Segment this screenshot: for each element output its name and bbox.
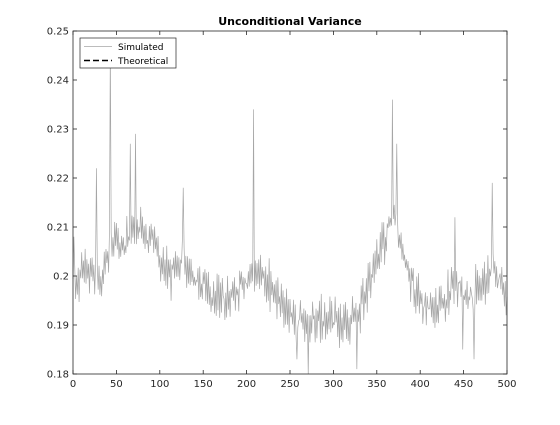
y-tick-label: 0.24 (47, 76, 69, 87)
legend-label-simulated: Simulated (118, 43, 163, 53)
series-layer (72, 45, 508, 375)
x-tick-label: 0 (70, 379, 76, 390)
y-tick-label: 0.2 (53, 272, 69, 283)
x-tick-label: 350 (367, 379, 386, 390)
y-tick-label: 0.23 (47, 125, 69, 136)
x-tick-label: 300 (324, 379, 343, 390)
legend: Simulated Theoretical (79, 37, 177, 69)
x-tick-label: 250 (280, 379, 299, 390)
y-tick-label: 0.21 (47, 223, 69, 234)
tick-layer: 0 50 100 150 200 250 300 350 400 450 500 0.18 0.19 0.… (47, 27, 517, 391)
x-tick-label: 100 (150, 379, 169, 390)
plot-area (73, 31, 507, 374)
x-tick-label: 150 (194, 379, 213, 390)
x-tick-label: 200 (237, 379, 256, 390)
y-tick-label: 0.19 (47, 321, 69, 332)
x-tick-label: 400 (411, 379, 430, 390)
y-tick-label: 0.25 (47, 27, 69, 38)
x-tick-label: 500 (497, 379, 516, 390)
series-line-simulated (72, 45, 508, 375)
y-tick-label: 0.18 (47, 370, 69, 381)
x-tick-label: 50 (110, 379, 123, 390)
legend-box (79, 37, 177, 69)
chart-title: Unconditional Variance (218, 15, 362, 28)
legend-label-theoretical: Theoretical (117, 57, 168, 67)
y-tick-label: 0.22 (47, 174, 69, 185)
axes-box (72, 30, 508, 375)
x-tick-label: 450 (454, 379, 473, 390)
